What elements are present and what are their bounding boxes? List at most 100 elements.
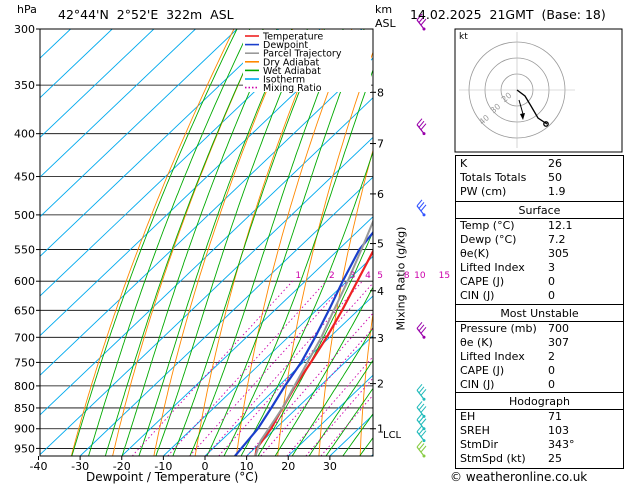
wet-adiabat-line	[189, 29, 344, 456]
mixing-ratio-label: 2	[329, 271, 335, 281]
height-tick-label: 3	[377, 332, 384, 345]
wind-barb-flag	[420, 388, 427, 396]
pressure-tick-label: 750	[14, 356, 35, 369]
legend-label: Isotherm	[263, 75, 305, 86]
index-row-totals: Totals Totals 50	[460, 171, 562, 184]
pressure-tick-label: 350	[14, 79, 35, 92]
mu-row: CAPE (J) 0	[460, 364, 555, 377]
wind-barb	[416, 321, 427, 339]
wind-barb-staff	[416, 327, 425, 338]
wind-barb	[416, 401, 427, 418]
wind-barb	[416, 118, 427, 136]
mixing-ratio-line	[131, 280, 293, 456]
pressure-tick-label: 800	[14, 380, 35, 393]
surface-title: Surface	[518, 204, 561, 217]
wind-barb-staff	[416, 19, 425, 30]
footer-copyright: © weatheronline.co.uk	[450, 470, 588, 484]
height-tick-label: 1	[377, 423, 384, 436]
hodograph-table-box: Hodograph EH 71 SREH 103 StmDir 343° StmSpd…	[455, 392, 624, 469]
wind-barb-dot	[422, 132, 426, 136]
isotherm-line	[40, 57, 373, 376]
isotherm-line	[40, 29, 196, 178]
dry-adiabat-line	[112, 29, 264, 456]
wind-barb-flag	[420, 204, 427, 212]
wind-barb-flag	[418, 120, 425, 128]
wet-adiabat-line	[206, 29, 365, 456]
wind-barb-flag	[418, 324, 425, 332]
wet-adiabat-line	[138, 29, 293, 456]
wet-adiabat-line	[104, 29, 264, 456]
plot-frame	[39, 28, 374, 457]
surface-row: CAPE (J) 0	[460, 275, 555, 288]
isotherm-line	[40, 29, 71, 59]
hodograph-frame	[454, 28, 623, 153]
dry-adiabat-line	[153, 29, 294, 456]
mixing-ratio-label: 5	[377, 271, 383, 281]
wind-barb-dot	[422, 27, 426, 31]
indices-top-box: K 26 Totals Totals 50 PW (cm) 1.9	[455, 155, 624, 203]
wind-barb-flag	[416, 383, 423, 391]
wind-barb-flag	[418, 443, 425, 450]
hodograph-end-marker	[543, 121, 549, 127]
temperature-tick-label: -40	[30, 460, 48, 473]
index-row-pw: PW (cm) 1.9	[460, 185, 566, 198]
hodo-row: StmSpd (kt) 25	[460, 452, 562, 465]
temperature-tick-label: 30	[323, 460, 337, 473]
isotherm-line	[40, 29, 280, 257]
temperature-tick-label: 10	[240, 460, 254, 473]
wind-barb-dot	[422, 335, 426, 339]
wet-adiabat-line	[291, 326, 373, 456]
temperature-tick-label: 20	[281, 460, 295, 473]
most-unstable-title: Most Unstable	[500, 307, 579, 320]
wind-barb-flag	[418, 386, 425, 394]
location-title: 42°44'N 2°52'E 322m ASL	[58, 7, 234, 22]
wind-barb	[416, 383, 427, 401]
units-asl: ASL	[375, 17, 396, 30]
wind-barb-flag	[420, 445, 427, 453]
wind-barb-flag	[420, 18, 427, 26]
wind-barb	[416, 199, 427, 217]
wet-adiabat-line	[121, 29, 278, 456]
mixing-ratio-label: 10	[414, 271, 426, 281]
wind-barb-dot	[422, 454, 426, 458]
dry-adiabat-line	[277, 50, 373, 456]
wind-barb-dot	[422, 397, 426, 401]
mixing-ratio-label: 15	[439, 271, 450, 281]
pressure-tick-label: 600	[14, 275, 35, 288]
mixing-ratio-line	[205, 280, 363, 456]
surface-row: CIN (J) 0	[460, 289, 555, 302]
legend-label: Temperature	[262, 32, 323, 43]
isotherm-line	[204, 295, 373, 456]
wind-barb-flag	[416, 13, 423, 21]
wet-adiabat-line	[71, 29, 238, 456]
height-tick-label: 5	[377, 238, 384, 251]
pressure-tick-label: 650	[14, 304, 35, 317]
isotherm-line	[79, 176, 373, 456]
dry-adiabat-line	[359, 310, 373, 456]
temperature-trace	[254, 248, 373, 456]
wind-barb-flag	[416, 425, 423, 432]
hodograph-unit: kt	[459, 32, 468, 42]
dewpoint-trace	[234, 230, 373, 456]
wet-adiabat-line	[325, 387, 373, 456]
pressure-tick-label: 850	[14, 402, 35, 415]
datetime-title: 14.02.2025 21GMT (Base: 18)	[410, 7, 606, 22]
wind-barb-flag	[416, 118, 423, 125]
wet-adiabat-line	[88, 29, 251, 456]
pressure-tick-label: 700	[14, 331, 35, 344]
mu-row: CIN (J) 0	[460, 378, 555, 391]
index-row-k: K 26	[460, 157, 562, 170]
wind-barb-flag	[420, 418, 427, 426]
height-tick-label: 7	[377, 138, 384, 151]
pressure-tick-label: 400	[14, 128, 35, 141]
pressure-tick-label: 900	[14, 423, 35, 436]
mixing-ratio-label: 3	[350, 271, 356, 281]
lcl-label: LCL	[383, 430, 402, 441]
wind-barb-staff	[416, 431, 425, 442]
pressure-tick-label: 450	[14, 171, 35, 184]
wind-barb-staff	[416, 124, 425, 135]
wind-barb-staff	[416, 419, 425, 430]
wet-adiabat-line	[308, 359, 373, 456]
wind-barb	[416, 440, 427, 458]
